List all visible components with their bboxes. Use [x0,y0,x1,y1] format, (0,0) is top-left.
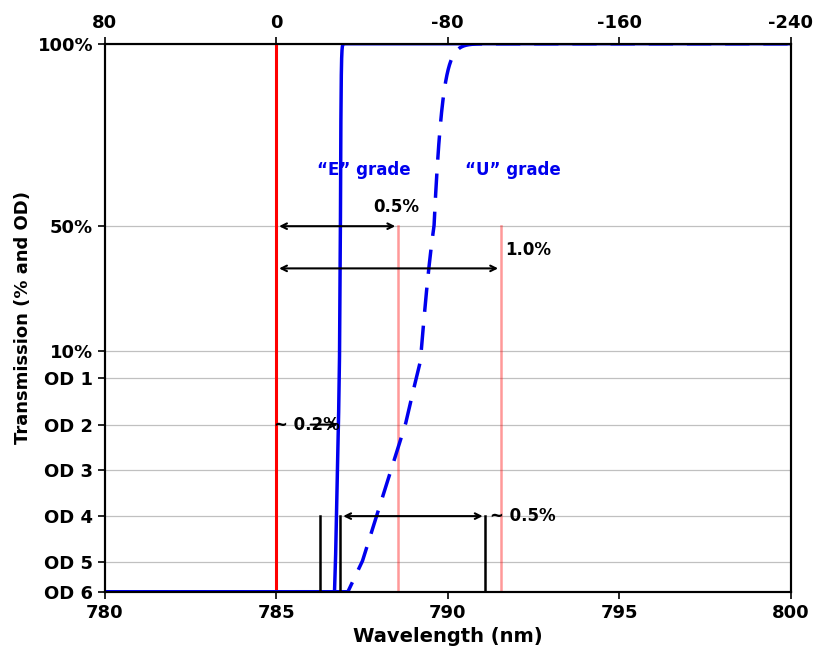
Text: 0.5%: 0.5% [373,199,419,216]
X-axis label: Wavelength (nm): Wavelength (nm) [353,627,543,646]
Text: ~ 0.2%: ~ 0.2% [274,416,339,434]
Text: ~ 0.5%: ~ 0.5% [490,507,555,525]
Text: 1.0%: 1.0% [505,241,551,259]
Y-axis label: Transmission (% and OD): Transmission (% and OD) [14,191,32,444]
Text: “E” grade: “E” grade [318,161,411,180]
Text: “U” grade: “U” grade [465,161,561,180]
